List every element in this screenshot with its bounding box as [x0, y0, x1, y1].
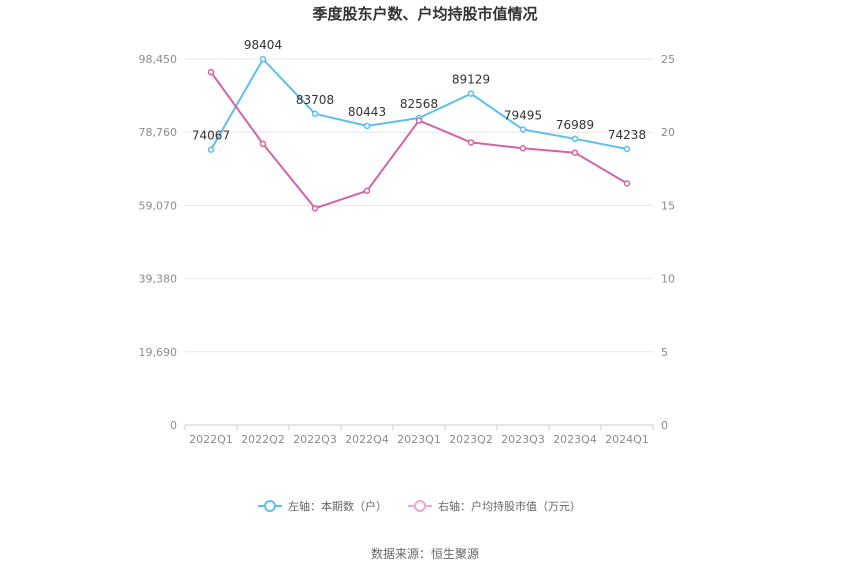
right-axis-tick-label: 25	[661, 53, 675, 66]
data-label: 79495	[504, 108, 542, 122]
left-axis-tick-label: 59,070	[139, 199, 178, 212]
series-1-point[interactable]	[623, 180, 631, 187]
series-1-point[interactable]	[519, 145, 527, 152]
x-axis-tick-label: 2023Q2	[449, 433, 493, 446]
series-0-point[interactable]	[571, 135, 579, 143]
x-axis-tick-label: 2022Q4	[345, 433, 389, 446]
x-axis-tick-label: 2022Q1	[189, 433, 233, 446]
x-axis-tick-label: 2023Q1	[397, 433, 441, 446]
series-0-point[interactable]	[259, 55, 267, 63]
legend-item-left-series[interactable]: 左轴：本期数（户）	[258, 499, 387, 513]
data-label-layer: 74067 98404 83708 80443 82568 89129 79495 76989…	[192, 38, 646, 142]
series-0-point[interactable]	[363, 122, 371, 130]
left-axis-tick-label: 19,690	[139, 346, 178, 359]
left-axis-tick-label: 39,380	[139, 273, 178, 286]
legend-item-right-series[interactable]: 右轴：户均持股市值（万元）	[408, 499, 581, 513]
series-0-point[interactable]	[519, 126, 527, 133]
series-1-point[interactable]	[415, 117, 423, 124]
x-axis-tick-label: 2022Q2	[241, 433, 285, 446]
data-label: 82568	[400, 97, 438, 111]
left-axis-tick-label: 0	[170, 419, 177, 432]
data-label: 98404	[244, 38, 282, 52]
chart-title: 季度股东户数、户均持股市值情况	[312, 5, 537, 23]
x-axis-tick-label: 2023Q3	[501, 433, 545, 446]
series-0-point[interactable]	[311, 110, 319, 118]
right-axis-tick-label: 20	[661, 126, 675, 139]
legend: 左轴：本期数（户） 右轴：户均持股市值（万元）	[258, 499, 581, 513]
left-axis-tick-label: 78,760	[139, 126, 178, 139]
x-axis-tick-label: 2022Q3	[293, 433, 337, 446]
right-axis-tick-label: 15	[661, 199, 675, 212]
series-1-point[interactable]	[311, 205, 319, 212]
legend-right-marker	[414, 500, 426, 512]
series-1-point[interactable]	[571, 149, 579, 156]
series-1-point[interactable]	[363, 187, 371, 195]
right-axis-tick-label: 10	[661, 273, 675, 286]
series-layer	[207, 55, 631, 212]
x-axis-tick-label: 2023Q4	[553, 433, 597, 446]
legend-left-marker	[264, 500, 276, 512]
x-axis-tick-label: 2024Q1	[605, 433, 649, 446]
series-line-1	[210, 71, 628, 210]
series-0-point[interactable]	[207, 146, 215, 153]
axis-layer: 0 0 19,690 5 39,380 10 59,070 15 78,760 20 98,450 2…	[139, 53, 676, 446]
data-label: 89129	[452, 73, 490, 87]
series-1-point[interactable]	[259, 140, 267, 148]
data-label: 80443	[348, 105, 386, 119]
series-1-point[interactable]	[467, 139, 475, 146]
right-axis-tick-label: 5	[661, 346, 668, 359]
right-axis-tick-label: 0	[661, 419, 668, 432]
data-label: 83708	[296, 93, 334, 107]
data-label: 74238	[608, 128, 646, 142]
series-0-point[interactable]	[467, 90, 475, 97]
data-source: 数据来源：恒生聚源	[371, 546, 479, 561]
data-label: 76989	[556, 118, 594, 132]
series-0-point[interactable]	[623, 145, 631, 153]
legend-left-label: 左轴：本期数（户）	[288, 499, 387, 513]
series-1-point[interactable]	[207, 68, 215, 76]
data-label: 74067	[192, 129, 230, 143]
legend-right-label: 右轴：户均持股市值（万元）	[438, 499, 581, 513]
left-axis-tick-label: 98,450	[139, 53, 178, 66]
